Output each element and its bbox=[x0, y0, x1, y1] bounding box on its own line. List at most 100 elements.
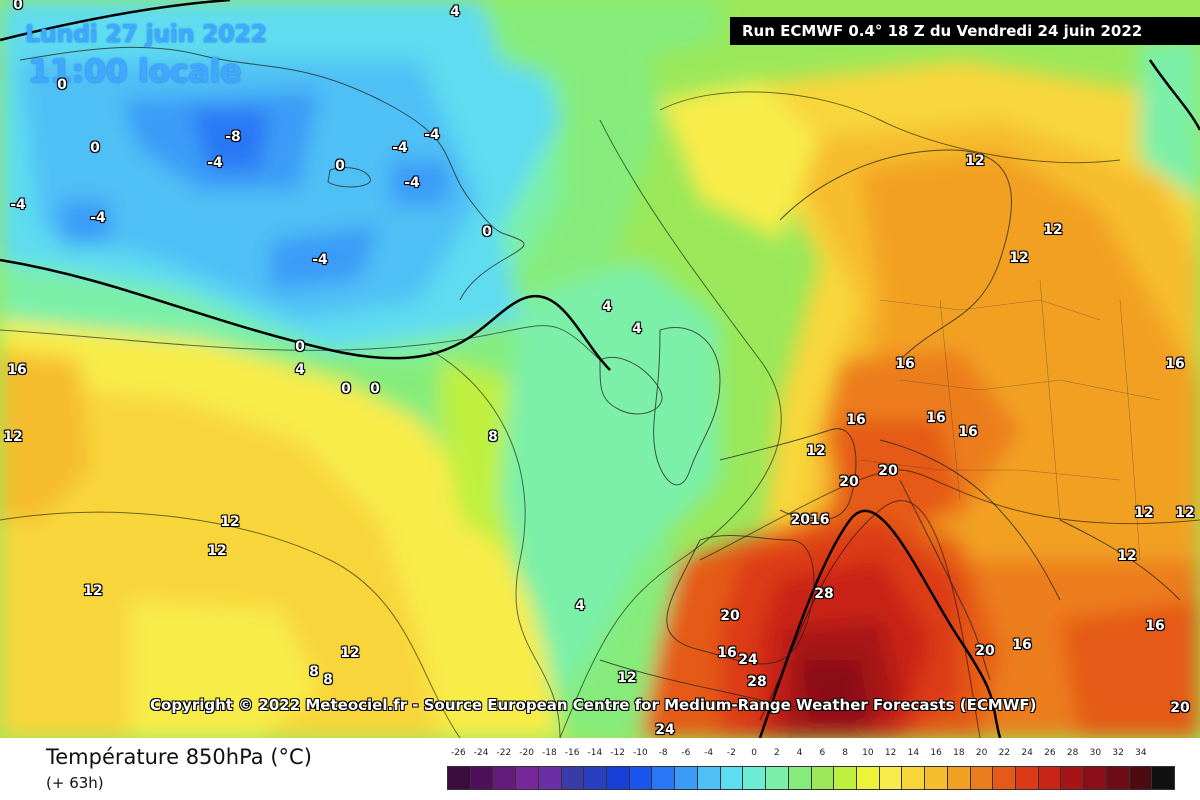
scale-swatch bbox=[743, 767, 767, 789]
scale-tick-label: -24 bbox=[473, 748, 489, 758]
isotherm-label-atl-4-a: 4 bbox=[295, 362, 305, 378]
scale-swatch bbox=[925, 767, 948, 789]
isotherm-label-italy-20: 20 bbox=[975, 643, 995, 659]
scale-tick-label: 24 bbox=[1021, 748, 1033, 758]
scale-swatch bbox=[720, 767, 744, 789]
isotherm-label-iceland-0: 0 bbox=[482, 224, 492, 240]
coastlines bbox=[19, 46, 1181, 708]
color-scale: -26 -24 -22 -20 -18 -16 -14 -12 -10 -8 -6 -4 -2 0 2 4 6 8… bbox=[447, 748, 1175, 794]
isotherm-label-balkan-16-a: 16 bbox=[1145, 618, 1165, 634]
scale-swatch bbox=[561, 767, 585, 789]
scale-tick-label: -14 bbox=[587, 748, 603, 758]
isotherm-label-uk-4-b: 4 bbox=[632, 321, 642, 337]
scale-swatch bbox=[1061, 767, 1085, 789]
scale-tick-label: 16 bbox=[930, 748, 942, 758]
scale-swatch bbox=[675, 767, 698, 789]
borders bbox=[859, 279, 1161, 561]
scale-swatch bbox=[1129, 767, 1153, 789]
isotherm-label-scand-12-a: 12 bbox=[965, 153, 985, 169]
isotherm-label-france-20-b: 20 bbox=[839, 474, 859, 490]
isotherm-label-greenland-e-4a: -4 bbox=[424, 127, 440, 143]
isotherm-label-balkan-16-b: 16 bbox=[1012, 637, 1032, 653]
scale-tick-label: -10 bbox=[633, 748, 648, 758]
scale-swatch bbox=[788, 767, 812, 789]
scale-tick-label: 32 bbox=[1112, 748, 1124, 758]
isotherm-label-iberia-4: 4 bbox=[575, 598, 585, 614]
scale-tick-label: 18 bbox=[953, 748, 965, 758]
run-banner: Run ECMWF 0.4° 18 Z du Vendredi 24 juin … bbox=[730, 17, 1200, 45]
scale-swatch bbox=[993, 767, 1016, 789]
scale-swatch bbox=[652, 767, 676, 789]
isotherm-label-iceland-w-4: -4 bbox=[10, 197, 26, 213]
scale-swatch bbox=[1038, 767, 1062, 789]
isotherm-label-spain-24-a: 24 bbox=[738, 652, 758, 668]
forecast-date: Lundi 27 juin 2022 bbox=[25, 20, 267, 48]
scale-swatch bbox=[879, 767, 903, 789]
isotherm-label-greenland-e-4b: -4 bbox=[392, 140, 408, 156]
isotherm-label-poland-16-b: 16 bbox=[958, 424, 978, 440]
isotherm-label-spain-20: 20 bbox=[720, 608, 740, 624]
scale-tick-label: 14 bbox=[907, 748, 920, 758]
scale-tick-label: 12 bbox=[884, 748, 897, 758]
isotherm-label-atl-8: 8 bbox=[488, 429, 498, 445]
scale-tick-label: -12 bbox=[610, 748, 625, 758]
isotherm-label-azores-8-b: 8 bbox=[323, 672, 333, 688]
temperature-map bbox=[0, 0, 1200, 738]
scale-tick-label: -2 bbox=[726, 748, 736, 758]
isotherm-label-arctic-4: 4 bbox=[450, 4, 460, 20]
scale-swatch bbox=[697, 767, 721, 789]
isotherm-label-france-20-a: 20 bbox=[878, 463, 898, 479]
isotherm-label-germany-16-a: 16 bbox=[895, 356, 915, 372]
scale-swatch bbox=[1152, 767, 1174, 789]
scale-swatch bbox=[856, 767, 880, 789]
scale-tick-label: -20 bbox=[519, 748, 534, 758]
scale-swatch bbox=[448, 767, 471, 789]
scale-tick-label: 0 bbox=[751, 748, 757, 758]
scale-swatch bbox=[629, 767, 653, 789]
scale-tick-label: 34 bbox=[1135, 748, 1147, 758]
isotherm-label-arctic-0: 0 bbox=[13, 0, 23, 13]
scale-tick-label: 30 bbox=[1089, 748, 1102, 758]
isotherm-label-atl-12-d: 12 bbox=[83, 583, 103, 599]
scale-swatch bbox=[493, 767, 517, 789]
scale-bar bbox=[447, 766, 1175, 790]
isotherm-label-greenland-c-4: -4 bbox=[312, 252, 328, 268]
scale-swatch bbox=[1015, 767, 1039, 789]
isotherm-label-portugal-12: 12 bbox=[617, 670, 637, 686]
scale-swatch bbox=[607, 767, 630, 789]
isotherm-label-germany-16-b: 16 bbox=[846, 412, 866, 428]
scale-tick-label: -26 bbox=[451, 748, 466, 758]
temperature-field bbox=[0, 0, 1200, 738]
isotherm-label-france-12: 12 bbox=[806, 443, 826, 459]
isotherm-label-azores-8-a: 8 bbox=[309, 664, 319, 680]
scale-tick-label: -22 bbox=[496, 748, 512, 758]
isotherm-label-med-28-a: 28 bbox=[814, 586, 834, 602]
scale-tick-label: 8 bbox=[842, 748, 848, 758]
isotherm-label-balkan-12-b: 12 bbox=[1175, 505, 1195, 521]
isotherm-label-balkan-12-c: 12 bbox=[1117, 548, 1137, 564]
scale-tick-label: -4 bbox=[704, 748, 714, 758]
scale-swatch bbox=[470, 767, 494, 789]
isotherm-label-poland-16-a: 16 bbox=[926, 410, 946, 426]
isotherm-label-atl-0-c: 0 bbox=[370, 381, 380, 397]
scale-tick-label: -16 bbox=[564, 748, 580, 758]
isotherm-label-scand-12-b: 12 bbox=[1043, 222, 1063, 238]
isotherm-label-spain-24-b: 24 bbox=[655, 722, 675, 738]
isotherm-label-atl-0-b: 0 bbox=[341, 381, 351, 397]
isotherm-label-atl-0-a: 0 bbox=[295, 339, 305, 355]
scale-swatch bbox=[1106, 767, 1130, 789]
isotherm-label-greenland-w-4: -4 bbox=[207, 155, 223, 171]
scale-swatch bbox=[538, 767, 562, 789]
scale-tick-label: 10 bbox=[862, 748, 874, 758]
legend-subtitle: (+ 63h) bbox=[46, 774, 104, 792]
isotherm-label-atl-12-a: 12 bbox=[3, 429, 23, 445]
scale-tick-label: 2 bbox=[774, 748, 780, 758]
scale-tick-label: 22 bbox=[998, 748, 1011, 758]
isotherm-label-france-2016: 2016 bbox=[790, 512, 830, 528]
isotherm-label-greenland-0-b: 0 bbox=[57, 77, 67, 93]
scale-tick-label: 26 bbox=[1044, 748, 1056, 758]
isotherm-label-greenland-sw-4: -4 bbox=[90, 210, 106, 226]
scale-swatch bbox=[834, 767, 857, 789]
major-isotherms bbox=[0, 0, 1200, 738]
legend-title: Température 850hPa (°C) bbox=[46, 745, 312, 769]
